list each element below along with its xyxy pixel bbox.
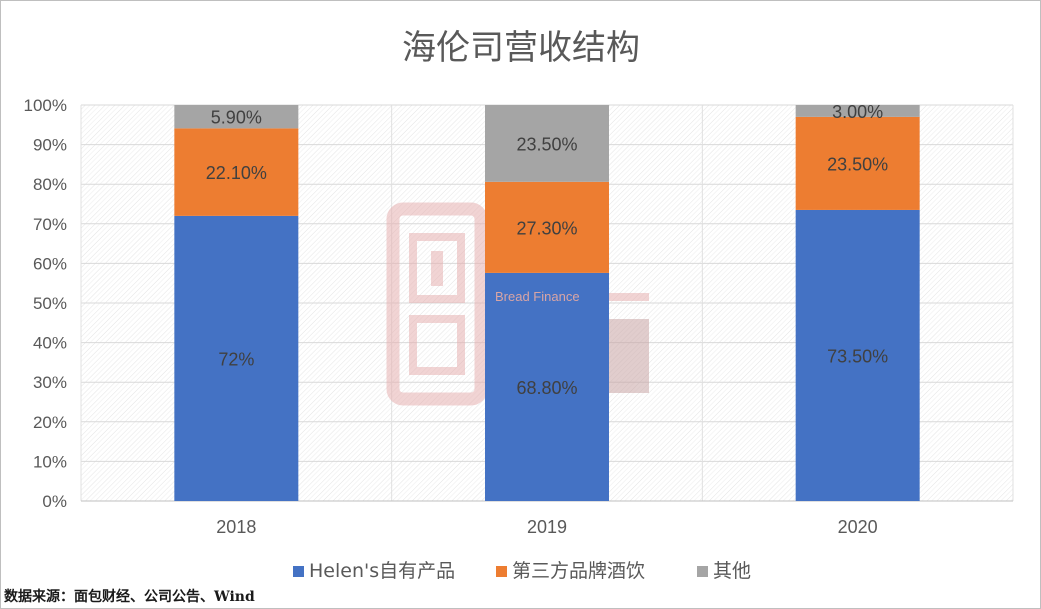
data-label: 68.80% — [516, 378, 577, 398]
x-axis-categories: 2018 2019 2020 — [216, 517, 877, 537]
legend-label: 第三方品牌酒饮 — [512, 560, 645, 582]
bar-segment — [795, 116, 920, 210]
data-label: 23.50% — [827, 154, 888, 174]
y-tick-label: 30% — [33, 373, 67, 392]
chart-title: 海伦司营收结构 — [402, 28, 640, 68]
y-tick-label: 90% — [33, 136, 67, 155]
bar-series: 72% 22.10% 5.90% 68.80% 27.30% 23.50% 73.50% 23… — [174, 102, 920, 501]
y-axis-ticks: 0% 10% 20% 30% 40% 50% 60% 70% 80% 90% 100% — [24, 96, 67, 511]
bar-segment — [795, 105, 920, 117]
bar-segment — [485, 181, 609, 273]
y-tick-label: 70% — [33, 215, 67, 234]
source-note: 数据来源：面包财经、公司公告、Wind — [4, 588, 255, 605]
bar-segment — [485, 105, 609, 182]
x-tick-label: 2020 — [838, 517, 878, 537]
y-tick-label: 100% — [24, 96, 67, 115]
data-label: 73.50% — [827, 346, 888, 366]
y-tick-label: 80% — [33, 175, 67, 194]
y-tick-label: 20% — [33, 413, 67, 432]
watermark-text: Bread Finance — [495, 289, 580, 304]
bar-segment — [174, 105, 299, 129]
bar-segment — [795, 209, 920, 501]
x-tick-label: 2018 — [216, 517, 256, 537]
data-label: 3.00% — [832, 102, 883, 122]
legend-swatch — [496, 566, 507, 577]
bar-segment — [174, 128, 299, 216]
y-tick-label: 0% — [42, 492, 67, 511]
legend-swatch — [293, 566, 304, 577]
y-tick-label: 50% — [33, 294, 67, 313]
bar-segment — [485, 272, 609, 501]
y-tick-label: 40% — [33, 334, 67, 353]
x-tick-label: 2019 — [527, 517, 567, 537]
legend-label: Helen's自有产品 — [309, 560, 455, 582]
legend: Helen's自有产品 第三方品牌酒饮 其他 — [293, 560, 751, 582]
legend-label: 其他 — [713, 560, 751, 582]
legend-swatch — [697, 566, 708, 577]
y-tick-label: 10% — [33, 452, 67, 471]
y-tick-label: 60% — [33, 254, 67, 273]
data-label: 72% — [218, 349, 254, 369]
data-label: 23.50% — [516, 134, 577, 154]
data-label: 5.90% — [211, 108, 262, 128]
bar-segment — [174, 215, 299, 501]
data-label: 27.30% — [516, 218, 577, 238]
data-label: 22.10% — [206, 163, 267, 183]
